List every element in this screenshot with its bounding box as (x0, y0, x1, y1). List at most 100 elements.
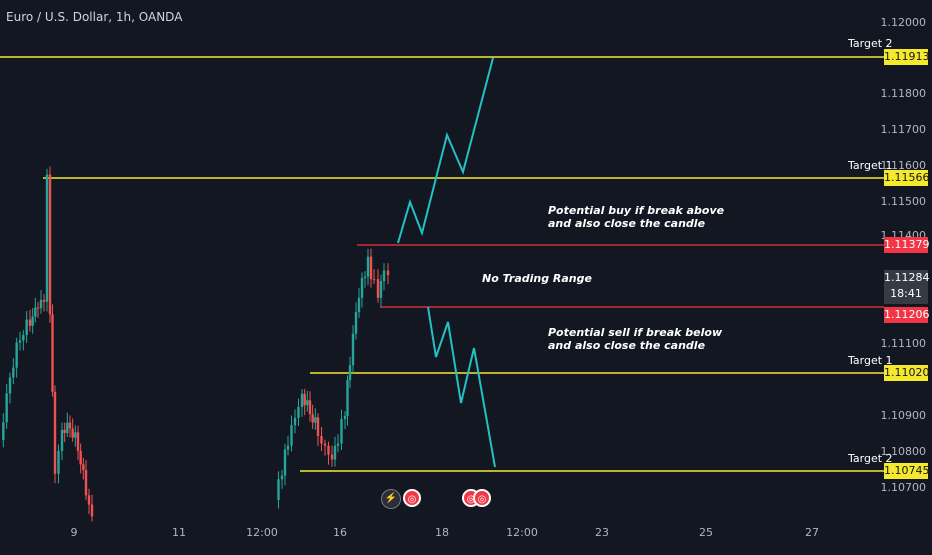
time-axis-label: 11 (172, 526, 186, 539)
target1-up-label: Target 1 (848, 159, 893, 172)
candle-body (22, 335, 25, 341)
candle-body (42, 299, 46, 302)
candle-body (45, 174, 49, 302)
candle-body (2, 422, 5, 440)
time-axis-label: 9 (70, 526, 78, 539)
candle-body (386, 270, 390, 276)
candle-body (308, 400, 312, 415)
candle-body (376, 279, 380, 298)
price-axis-label: 1.11100 (880, 337, 927, 350)
candle-body (340, 419, 343, 444)
time-axis-label: 16 (333, 526, 347, 539)
candle-body (60, 429, 64, 452)
candle-body (363, 276, 367, 278)
candle-body (280, 475, 284, 480)
price-axis-label: 1.10800 (880, 445, 927, 458)
target2-up-label: Target 2 (848, 37, 893, 50)
target1-down-label: Target 1 (848, 354, 893, 367)
candle-body (82, 464, 85, 471)
time-axis-label: 12:00 (246, 526, 278, 539)
price-axis-label: 1.10700 (880, 481, 927, 494)
bearish-projection (427, 306, 496, 468)
candle-body (8, 377, 12, 394)
target2-down-price-tag: 1.10745 (884, 463, 930, 479)
resistance-price-tag: 1.11379 (884, 237, 930, 253)
candle-countdown: 18:41 (890, 287, 922, 300)
buy-note: Potential buy if break above and also cl… (548, 204, 724, 230)
candle-body (5, 393, 8, 423)
candle-body (90, 504, 94, 517)
candle-body (68, 422, 72, 429)
candle-body (283, 449, 287, 476)
candle-body (297, 406, 300, 418)
candle-body (28, 319, 32, 326)
time-axis-label: 25 (699, 526, 713, 539)
candle-body (39, 299, 43, 309)
candle-body (311, 414, 314, 423)
price-axis-label: 1.11500 (880, 195, 927, 208)
candle-body (290, 425, 293, 446)
candle-body (333, 445, 337, 460)
candle-body (343, 415, 347, 420)
time-axis-label: 23 (595, 526, 609, 539)
flag-icon[interactable]: ◎ (403, 489, 421, 507)
candle-body (306, 400, 309, 406)
candle-body (286, 445, 290, 450)
candle-body (71, 428, 74, 438)
candle-body (15, 342, 18, 368)
candle-body (12, 367, 15, 378)
candle-body (34, 307, 37, 317)
buy-note-line2: and also close the candle (548, 217, 706, 230)
candle-body (57, 451, 60, 474)
candle-body (351, 333, 355, 366)
target2-up-price-tag: 1.11913 (884, 49, 930, 65)
candle-body (18, 340, 22, 343)
price-axis-label: 1.11800 (880, 87, 927, 100)
candle-body (360, 277, 364, 298)
candle-body (300, 393, 304, 407)
candle-body (66, 422, 69, 433)
candle-body (330, 454, 334, 460)
candle-body (63, 429, 66, 433)
candle-body (79, 450, 82, 465)
chart-title: Euro / U.S. Dollar, 1h, OANDA (6, 10, 183, 24)
candle-body (366, 256, 370, 277)
candle-body (382, 270, 386, 282)
candle-body (25, 319, 28, 336)
candle-body (36, 307, 40, 309)
current-price: 1.11284 (884, 271, 930, 284)
candle-body (323, 443, 327, 446)
candle-body (357, 297, 361, 313)
flag-icon[interactable]: ◎ (473, 489, 491, 507)
candle-body (53, 391, 57, 474)
candle-body (74, 432, 77, 438)
target2-down-label: Target 2 (848, 452, 893, 465)
sell-note: Potential sell if break below and also c… (548, 326, 722, 352)
flash-icon[interactable]: ⚡ (381, 489, 401, 509)
candle-body (277, 479, 280, 500)
range-note: No Trading Range (482, 272, 592, 285)
candle-body (354, 312, 358, 334)
candle-body (293, 417, 297, 426)
candle-body (84, 470, 88, 496)
candle-body (336, 443, 340, 446)
candle-body (372, 279, 376, 281)
support-price-tag: 1.11206 (884, 307, 930, 323)
time-axis-label: 12:00 (506, 526, 538, 539)
candle-body (76, 432, 80, 451)
target1-up-price-tag: 1.11566 (884, 170, 930, 186)
candle-body (369, 256, 373, 280)
candle-body (31, 316, 34, 326)
candle-body (348, 365, 352, 381)
candle-body (303, 393, 306, 406)
sell-note-line2: and also close the candle (548, 339, 706, 352)
candle-body (327, 445, 330, 455)
time-axis-label: 27 (805, 526, 819, 539)
bullish-projection (397, 57, 494, 244)
candle-body (320, 435, 323, 444)
candle-body (51, 314, 54, 392)
buy-note-line1: Potential buy if break above (548, 204, 725, 217)
current-price-tag: 1.11284 18:41 (884, 270, 930, 304)
